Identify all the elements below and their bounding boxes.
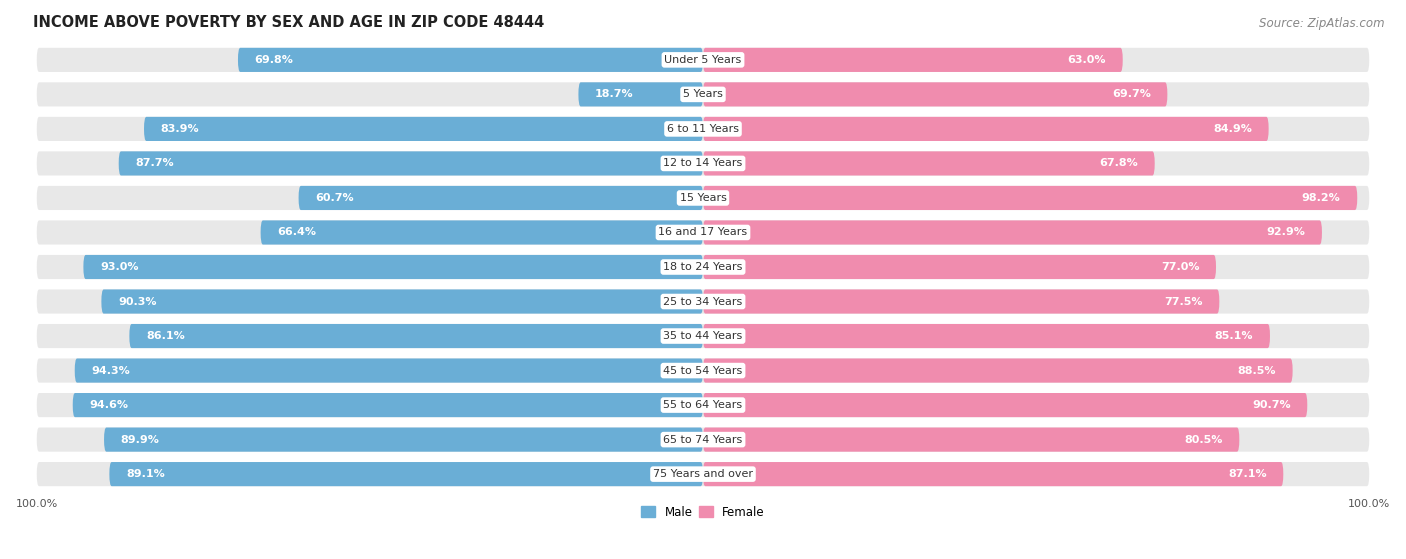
FancyBboxPatch shape [37, 462, 1369, 486]
Text: INCOME ABOVE POVERTY BY SEX AND AGE IN ZIP CODE 48444: INCOME ABOVE POVERTY BY SEX AND AGE IN Z… [34, 15, 544, 30]
Text: 55 to 64 Years: 55 to 64 Years [664, 400, 742, 410]
FancyBboxPatch shape [703, 462, 1284, 486]
Legend: Male, Female: Male, Female [637, 501, 769, 523]
Text: 12 to 14 Years: 12 to 14 Years [664, 158, 742, 168]
FancyBboxPatch shape [703, 186, 1357, 210]
FancyBboxPatch shape [37, 255, 1369, 279]
FancyBboxPatch shape [703, 393, 1308, 417]
Text: 77.5%: 77.5% [1164, 296, 1202, 306]
FancyBboxPatch shape [101, 290, 703, 314]
Text: 5 Years: 5 Years [683, 89, 723, 100]
Text: 45 to 54 Years: 45 to 54 Years [664, 366, 742, 376]
Text: 65 to 74 Years: 65 to 74 Years [664, 434, 742, 444]
FancyBboxPatch shape [37, 290, 1369, 314]
Text: 25 to 34 Years: 25 to 34 Years [664, 296, 742, 306]
Text: 94.3%: 94.3% [91, 366, 131, 376]
FancyBboxPatch shape [37, 82, 1369, 106]
Text: 18.7%: 18.7% [595, 89, 634, 100]
Text: 60.7%: 60.7% [315, 193, 354, 203]
Text: 63.0%: 63.0% [1067, 55, 1107, 65]
FancyBboxPatch shape [129, 324, 703, 348]
FancyBboxPatch shape [703, 117, 1268, 141]
Text: 98.2%: 98.2% [1302, 193, 1340, 203]
Text: 93.0%: 93.0% [100, 262, 139, 272]
FancyBboxPatch shape [73, 393, 703, 417]
Text: 90.3%: 90.3% [118, 296, 156, 306]
Text: 66.4%: 66.4% [277, 228, 316, 238]
Text: 6 to 11 Years: 6 to 11 Years [666, 124, 740, 134]
Text: 69.8%: 69.8% [254, 55, 294, 65]
FancyBboxPatch shape [37, 117, 1369, 141]
Text: 89.9%: 89.9% [121, 434, 159, 444]
FancyBboxPatch shape [37, 358, 1369, 383]
Text: 83.9%: 83.9% [160, 124, 200, 134]
FancyBboxPatch shape [703, 324, 1270, 348]
Text: 80.5%: 80.5% [1184, 434, 1223, 444]
Text: 35 to 44 Years: 35 to 44 Years [664, 331, 742, 341]
Text: Source: ZipAtlas.com: Source: ZipAtlas.com [1260, 17, 1385, 30]
Text: 18 to 24 Years: 18 to 24 Years [664, 262, 742, 272]
FancyBboxPatch shape [75, 358, 703, 383]
FancyBboxPatch shape [703, 358, 1292, 383]
FancyBboxPatch shape [703, 428, 1239, 452]
FancyBboxPatch shape [37, 220, 1369, 244]
Text: 16 and 17 Years: 16 and 17 Years [658, 228, 748, 238]
Text: 77.0%: 77.0% [1161, 262, 1199, 272]
Text: 88.5%: 88.5% [1237, 366, 1277, 376]
Text: 85.1%: 85.1% [1215, 331, 1253, 341]
Text: Under 5 Years: Under 5 Years [665, 55, 741, 65]
FancyBboxPatch shape [703, 255, 1216, 279]
FancyBboxPatch shape [37, 186, 1369, 210]
Text: 84.9%: 84.9% [1213, 124, 1251, 134]
FancyBboxPatch shape [83, 255, 703, 279]
Text: 87.1%: 87.1% [1227, 469, 1267, 479]
Text: 90.7%: 90.7% [1251, 400, 1291, 410]
FancyBboxPatch shape [578, 82, 703, 106]
FancyBboxPatch shape [37, 393, 1369, 417]
Text: 89.1%: 89.1% [127, 469, 165, 479]
FancyBboxPatch shape [104, 428, 703, 452]
Text: 67.8%: 67.8% [1099, 158, 1137, 168]
Text: 75 Years and over: 75 Years and over [652, 469, 754, 479]
FancyBboxPatch shape [703, 220, 1322, 244]
Text: 69.7%: 69.7% [1112, 89, 1150, 100]
FancyBboxPatch shape [37, 324, 1369, 348]
Text: 15 Years: 15 Years [679, 193, 727, 203]
FancyBboxPatch shape [703, 82, 1167, 106]
FancyBboxPatch shape [143, 117, 703, 141]
FancyBboxPatch shape [298, 186, 703, 210]
FancyBboxPatch shape [118, 151, 703, 176]
Text: 94.6%: 94.6% [90, 400, 128, 410]
Text: 86.1%: 86.1% [146, 331, 184, 341]
FancyBboxPatch shape [37, 151, 1369, 176]
FancyBboxPatch shape [260, 220, 703, 244]
Text: 87.7%: 87.7% [135, 158, 174, 168]
FancyBboxPatch shape [110, 462, 703, 486]
FancyBboxPatch shape [703, 48, 1123, 72]
FancyBboxPatch shape [703, 290, 1219, 314]
Text: 92.9%: 92.9% [1267, 228, 1305, 238]
FancyBboxPatch shape [37, 48, 1369, 72]
FancyBboxPatch shape [238, 48, 703, 72]
FancyBboxPatch shape [703, 151, 1154, 176]
FancyBboxPatch shape [37, 428, 1369, 452]
